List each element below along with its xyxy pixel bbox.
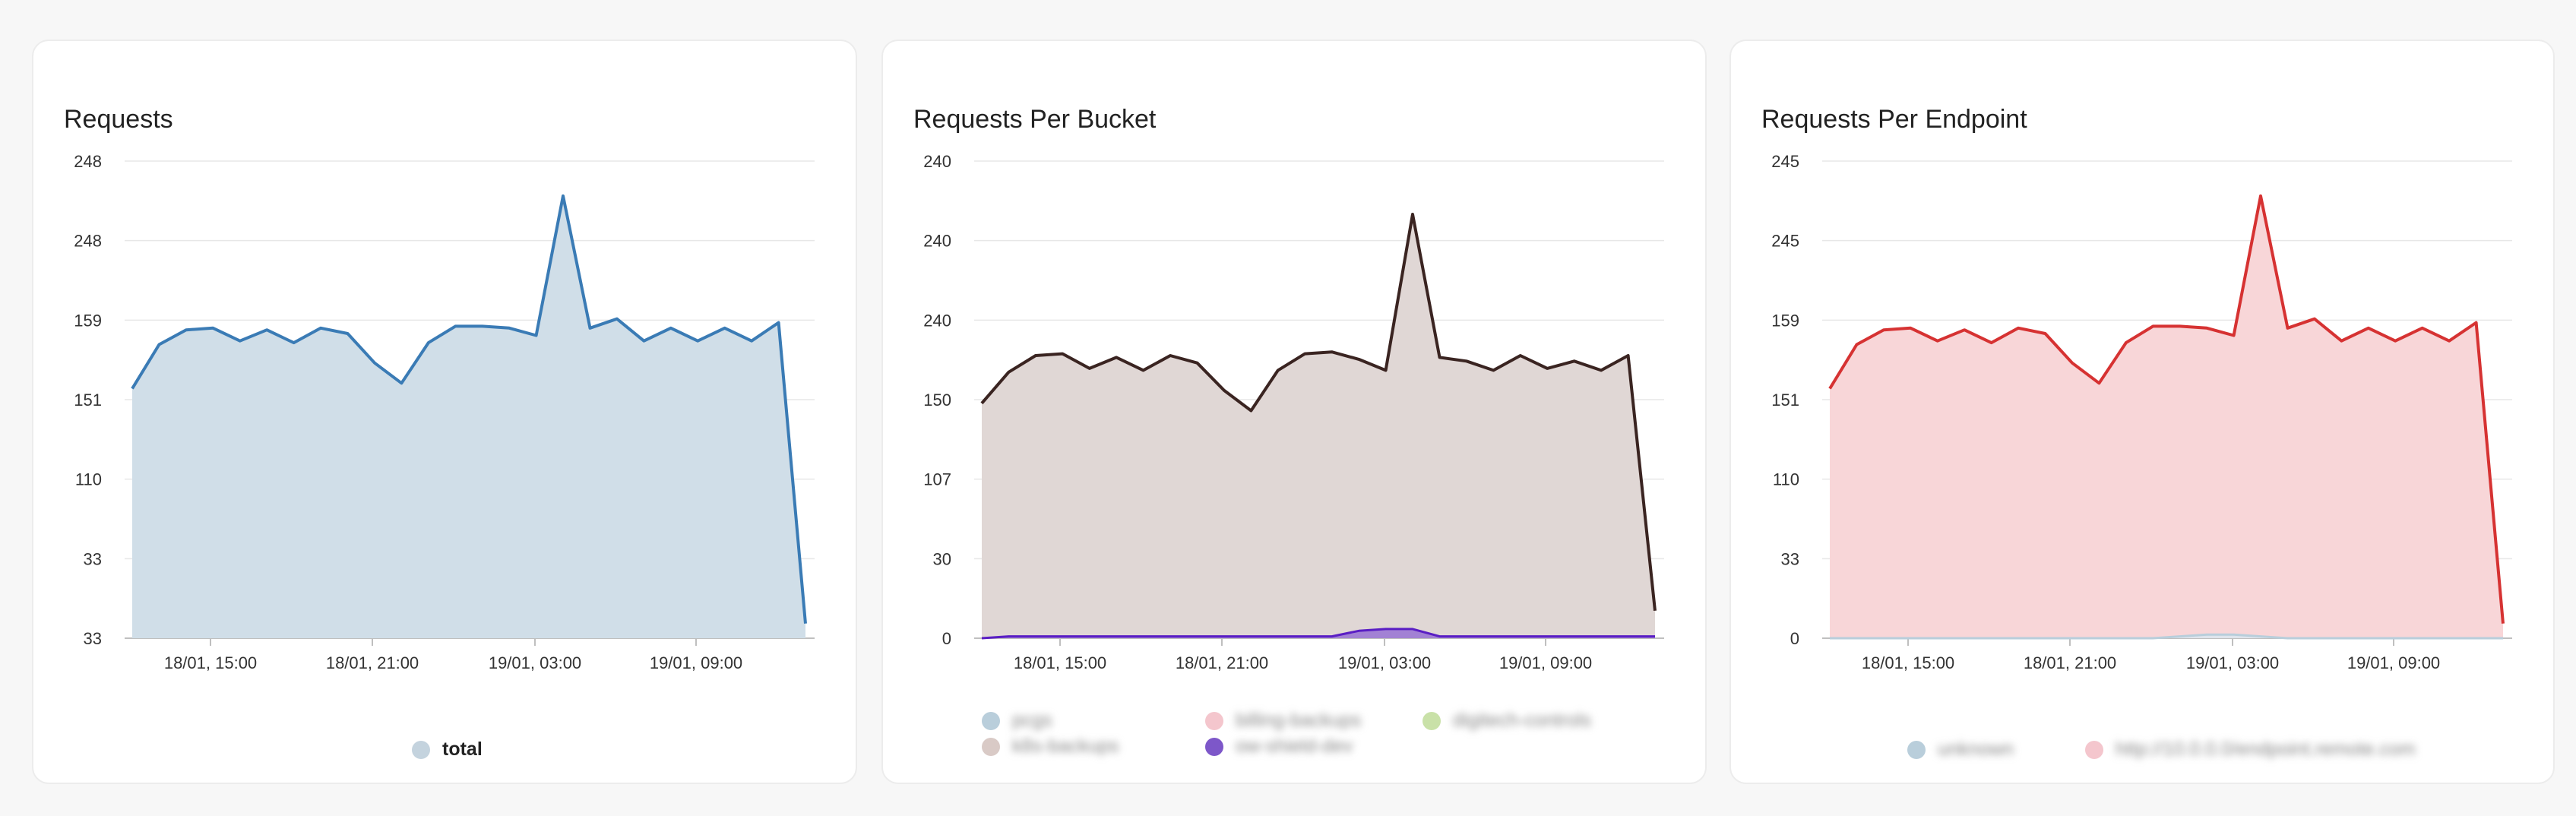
y-tick-label: 107 [923, 470, 951, 489]
y-tick-label: 0 [942, 629, 951, 648]
y-tick-label: 0 [1790, 629, 1799, 648]
requests-per-endpoint-chart: 0 33 110 151 159 245 245 18/01, 15:00 18/01, 21:… [1771, 152, 2512, 672]
series-line[interactable] [1828, 194, 2505, 624]
series-line[interactable] [1830, 633, 2503, 640]
series-area [1830, 195, 2503, 638]
legend-item-bucket-3[interactable]: digitech-controls [1422, 710, 1591, 732]
legend-dot-icon [1205, 737, 1223, 756]
x-tick-label: 18/01, 21:00 [2024, 653, 2116, 672]
legend-item-bucket-4[interactable]: k8s-backups [982, 735, 1119, 757]
legend-dot-icon [982, 737, 1000, 756]
legend-dot-icon [982, 711, 1000, 730]
y-tick-label: 110 [75, 470, 102, 489]
x-tick-label: 18/01, 15:00 [1862, 653, 1954, 672]
x-tick-label: 18/01, 15:00 [164, 653, 257, 672]
requests-per-endpoint-card: Requests Per Endpoint 0 33 110 151 159 245 245… [1729, 40, 2555, 784]
legend-label: total [442, 739, 483, 760]
legend-dot-icon [2085, 740, 2103, 759]
y-tick-label: 245 [1771, 232, 1799, 251]
y-tick-label: 159 [74, 311, 102, 330]
x-tick-label: 19/01, 09:00 [2347, 653, 2440, 672]
legend-label: billing-backups [1236, 710, 1362, 731]
card-title: Requests [64, 105, 173, 134]
legend-dot-icon [1907, 740, 1926, 759]
y-tick-label: 240 [923, 311, 951, 330]
legend-label: k8s-backups [1012, 735, 1119, 757]
x-tick-label: 19/01, 03:00 [2186, 653, 2279, 672]
legend-label: http://10.0.0.0/endpoint.remote.com [2116, 739, 2416, 760]
legend-dot-icon [1422, 711, 1441, 730]
y-tick-label: 33 [1781, 549, 1799, 568]
legend-item-total[interactable]: total [412, 739, 483, 761]
requests-per-bucket-chart: 0 30 107 150 240 240 240 18/01, 15:00 18/01, 21:… [923, 152, 1664, 672]
card-title: Requests Per Bucket [913, 105, 1157, 134]
y-tick-label: 150 [923, 391, 951, 410]
requests-chart: 33 33 110 151 159 248 248 18/01, 15:00 18/01, 21… [74, 152, 815, 672]
requests-per-bucket-card: Requests Per Bucket 0 30 107 150 240 240 240 18… [881, 40, 1707, 784]
x-tick-label: 18/01, 21:00 [326, 653, 419, 672]
series-area [982, 214, 1655, 638]
y-tick-label: 151 [1771, 391, 1799, 410]
legend-label: ow-shield-dev [1236, 735, 1353, 757]
series-line[interactable] [980, 213, 1657, 612]
legend-item-endpoint-1[interactable]: unknown [1907, 739, 2014, 761]
legend-dot-icon [412, 740, 430, 759]
x-tick-label: 18/01, 15:00 [1014, 653, 1106, 672]
y-tick-label: 248 [74, 152, 102, 171]
y-tick-label: 245 [1771, 152, 1799, 171]
y-tick-label: 33 [84, 629, 102, 648]
legend-label: unknown [1938, 739, 2014, 760]
y-tick-label: 240 [923, 152, 951, 171]
legend-dot-icon [1205, 711, 1223, 730]
y-tick-label: 159 [1771, 311, 1799, 330]
x-tick-label: 18/01, 21:00 [1176, 653, 1268, 672]
requests-card: Requests 33 33 110 151 159 248 248 18/01, 15:00… [32, 40, 857, 784]
x-tick-label: 19/01, 03:00 [489, 653, 581, 672]
legend-label: pcgs [1012, 710, 1052, 731]
series-line[interactable] [131, 194, 807, 624]
y-tick-label: 240 [923, 232, 951, 251]
legend-item-endpoint-2[interactable]: http://10.0.0.0/endpoint.remote.com [2085, 739, 2416, 761]
series-area [132, 195, 805, 638]
legend-item-bucket-5[interactable]: ow-shield-dev [1205, 735, 1353, 757]
x-tick-label: 19/01, 09:00 [1499, 653, 1592, 672]
series-line[interactable] [981, 628, 1655, 640]
legend-item-bucket-1[interactable]: pcgs [982, 710, 1052, 732]
card-title: Requests Per Endpoint [1761, 105, 2027, 134]
y-tick-label: 30 [933, 549, 951, 568]
y-tick-label: 151 [74, 391, 102, 410]
x-tick-label: 19/01, 09:00 [650, 653, 742, 672]
x-tick-label: 19/01, 03:00 [1338, 653, 1431, 672]
legend-item-bucket-2[interactable]: billing-backups [1205, 710, 1361, 732]
legend-label: digitech-controls [1453, 710, 1592, 731]
y-tick-label: 33 [84, 549, 102, 568]
y-tick-label: 248 [74, 232, 102, 251]
y-tick-label: 110 [1773, 470, 1799, 489]
